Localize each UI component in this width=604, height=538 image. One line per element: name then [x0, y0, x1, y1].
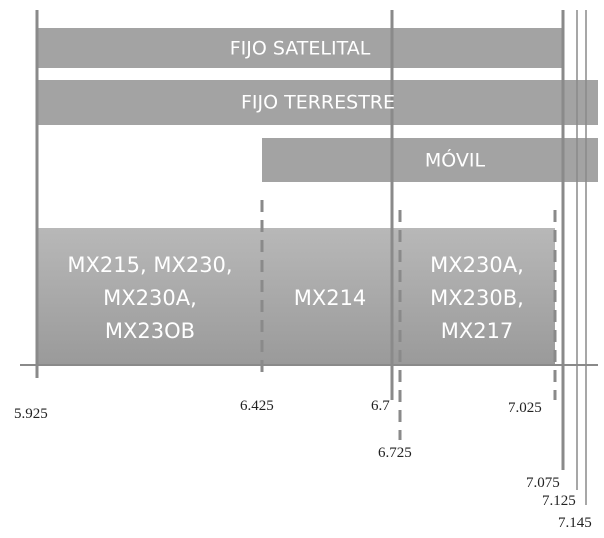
region-label: MX215, MX230, MX230A, MX23OB [67, 253, 232, 343]
service-label: FIJO TERRESTRE [241, 92, 395, 114]
service-label: FIJO SATELITAL [230, 38, 371, 60]
tick-label: 7.025 [508, 400, 542, 416]
tick-label: 6.425 [240, 398, 274, 414]
band-bar [262, 138, 598, 182]
region-block [37, 228, 555, 365]
tick-label: 6.7 [371, 398, 390, 414]
tick-label: 7.075 [526, 475, 560, 491]
tick-label: 7.125 [542, 493, 576, 509]
tick-label: 6.725 [378, 445, 412, 461]
band-bar [37, 28, 563, 68]
service-label: MÓVIL [425, 148, 486, 172]
tick-label: 7.145 [558, 515, 592, 531]
band-bar [37, 80, 598, 125]
region-label: MX230A, MX230B, MX217 [430, 253, 524, 343]
lines [20, 10, 598, 505]
tick-label: 5.925 [14, 406, 48, 422]
region-label: MX214 [294, 286, 367, 310]
